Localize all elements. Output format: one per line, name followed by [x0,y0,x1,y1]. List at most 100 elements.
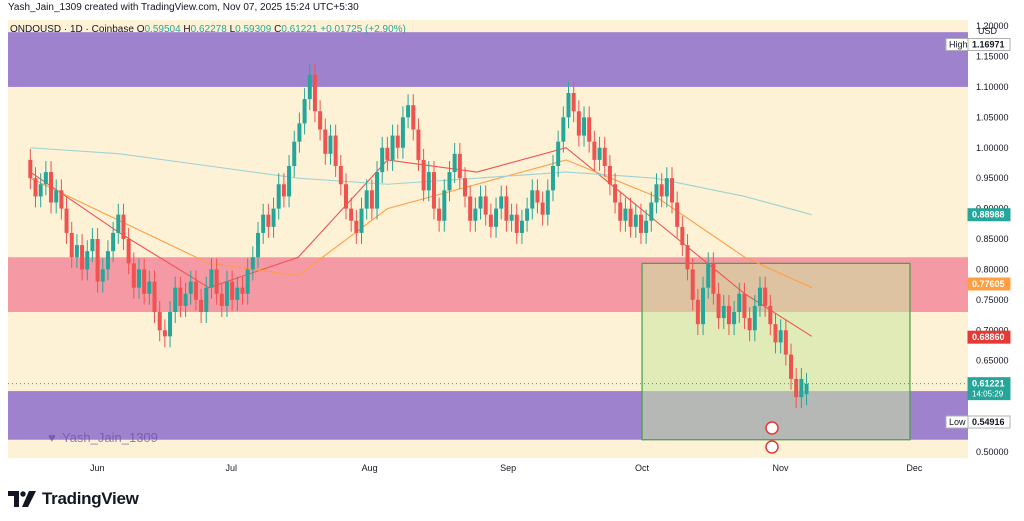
candle-body [566,93,571,118]
candle-body [136,269,141,288]
candle-body [530,190,535,209]
candle-body [768,305,773,325]
price-label-ma-slow: 0.88988 [967,208,1011,222]
candle-body [711,263,716,294]
candle-body [173,287,178,312]
candle-body [804,383,809,395]
candle-body [54,190,59,203]
candle-body [281,184,286,197]
y-tick-label: 1.00000 [976,143,1009,153]
price-label-value: 0.88988 [972,210,1005,220]
time-axis[interactable]: Jun Jul Aug Sep Oct Nov Dec [0,458,1024,478]
candle-body [126,239,131,264]
candle-body [525,208,530,221]
candle-body [219,293,224,306]
candle-body [80,245,85,270]
tradingview-footer: TradingView [8,489,139,509]
candle-body [147,281,152,294]
candle-body [183,293,188,306]
watermark-text: Yash_Jain_1309 [62,430,158,445]
price-label-high: High 1.16971 [945,38,1011,52]
candle-body [168,312,173,337]
candle-body [752,305,757,331]
candle-body [633,214,638,227]
candle-body [395,135,400,148]
candle-body [178,287,183,306]
candle-body [675,202,680,227]
price-label-low: Low 0.54916 [945,415,1011,429]
candle-body [250,257,255,270]
candle-body [318,111,323,130]
candle-body [685,245,690,270]
candle-body [261,214,266,233]
legend-part: 0.61221 [281,24,320,35]
ma-line-1 [30,147,813,337]
x-tick-label: Nov [772,463,789,473]
tradingview-brand: TradingView [42,489,139,508]
price-label-prefix: Low [949,417,966,427]
candle-body [38,184,43,197]
candle-body [514,214,519,233]
candle-body [162,330,167,337]
candle-body [385,147,390,160]
candle-body [235,287,240,300]
ohlc-legend: ONDOUSD · 1D · Coinbase O0.59504 H0.6227… [10,24,406,35]
candle-body [644,220,649,233]
watermark: ♥ Yash_Jain_1309 [48,430,158,445]
candle-body [488,214,493,227]
candle-body [463,178,468,197]
candle-body [152,281,157,312]
legend-part: O [137,24,145,35]
price-label-value: 0.54916 [972,417,1005,427]
candle-body [571,93,576,112]
candle-body [556,141,561,166]
candle-body [375,172,380,209]
candle-body [638,214,643,233]
price-label-bg [967,330,1011,344]
y-tick-label: 0.65000 [976,356,1009,366]
candle-body [287,166,292,197]
candle-body [799,378,804,398]
candle-body [509,214,514,221]
candle-body [721,305,726,319]
candle-body [292,141,297,166]
candle-body [69,232,74,258]
candle-body [100,269,105,282]
candle-body [468,196,473,221]
candle-body [359,208,364,233]
candle-body [732,312,737,325]
chart-header: Yash_Jain_1309 created with TradingView.… [8,2,359,13]
legend-part: L [230,24,236,35]
candle-body [390,135,395,160]
candle-body [561,117,566,142]
candle-body [757,287,762,306]
candle-body [204,287,209,312]
candle-body [230,281,235,300]
event-flag-icon[interactable] [765,440,779,454]
candle-body [426,172,431,191]
target-range-box[interactable] [641,262,911,441]
y-tick-label: 0.70000 [976,325,1009,335]
price-label-bg [967,208,1011,222]
candle-body [411,105,416,130]
candle-body [111,232,116,252]
candle-body [157,312,162,331]
price-chart[interactable]: ONDOUSD · 1D · Coinbase O0.59504 H0.6227… [0,0,1024,480]
candle-body [457,153,462,179]
tradingview-logo-icon [8,491,36,507]
legend-part: 0.59309 [235,24,274,35]
x-tick-label: Oct [635,463,650,473]
candle-body [245,269,250,294]
candle-body [364,190,369,209]
price-label-prefix: High [949,40,968,50]
candle-body [550,166,555,191]
x-tick-label: Aug [362,463,378,473]
candle-body [240,287,245,294]
candle-body [540,202,545,215]
event-lightning-icon[interactable] [765,421,779,435]
y-tick-label: 1.10000 [976,82,1009,92]
candle-body [338,166,343,185]
currency-label: USD [978,26,998,36]
watermark-heart-icon: ♥ [48,430,56,445]
